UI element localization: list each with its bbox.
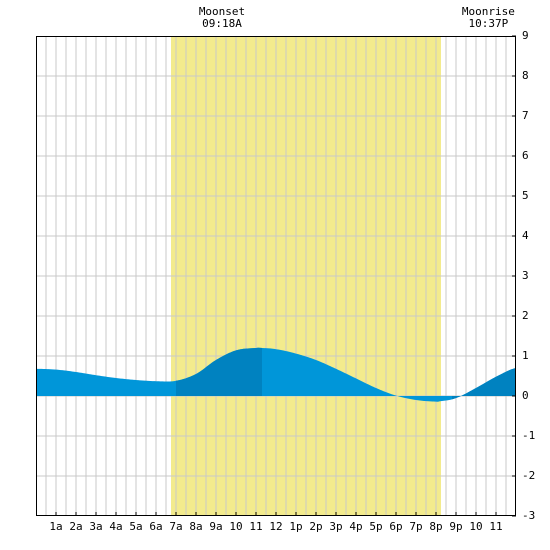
tide-area <box>36 347 516 402</box>
y-tick-label: -2 <box>522 469 536 482</box>
moonrise-label: Moonrise <box>461 5 515 18</box>
x-tick-label: 9p <box>449 520 463 533</box>
y-tick-label: -3 <box>522 509 536 522</box>
x-tick-label: 10 <box>469 520 483 533</box>
x-tick-label: 6p <box>389 520 403 533</box>
y-tick-label: 0 <box>522 389 529 402</box>
y-tick-label: 8 <box>522 69 529 82</box>
x-tick-label: 4p <box>349 520 363 533</box>
y-tick-label: 1 <box>522 349 529 362</box>
tide-area-dark-segment <box>176 347 262 396</box>
y-tick-label: 4 <box>522 229 529 242</box>
x-tick-label: 11 <box>249 520 263 533</box>
x-tick-label: 1p <box>289 520 303 533</box>
moonset-time: 09:18A <box>202 17 242 30</box>
x-tick-label: 3p <box>329 520 343 533</box>
x-tick-label: 9a <box>209 520 223 533</box>
x-tick-label: 6a <box>149 520 163 533</box>
y-tick-label: 5 <box>522 189 529 202</box>
y-tick-label: -1 <box>522 429 536 442</box>
y-tick-label: 7 <box>522 109 529 122</box>
y-tick-label: 6 <box>522 149 529 162</box>
x-tick-label: 11 <box>489 520 503 533</box>
x-tick-label: 7p <box>409 520 423 533</box>
x-tick-label: 2p <box>309 520 323 533</box>
y-tick-label: 9 <box>522 29 529 42</box>
x-tick-label: 7a <box>169 520 183 533</box>
moonrise-time: 10:37P <box>468 17 509 30</box>
x-tick-label: 5p <box>369 520 383 533</box>
x-tick-label: 4a <box>109 520 123 533</box>
moonset-label: Moonset <box>198 5 246 18</box>
x-tick-label: 2a <box>69 520 83 533</box>
x-tick-label: 12 <box>269 520 283 533</box>
x-tick-label: 1a <box>49 520 63 533</box>
x-tick-label: 8a <box>189 520 203 533</box>
y-tick-label: 2 <box>522 309 529 322</box>
x-tick-label: 3a <box>89 520 103 533</box>
y-tick-label: 3 <box>522 269 529 282</box>
x-tick-label: 10 <box>229 520 243 533</box>
x-tick-label: 8p <box>429 520 443 533</box>
tide-area-dark-segment <box>452 368 516 400</box>
x-tick-label: 5a <box>129 520 143 533</box>
